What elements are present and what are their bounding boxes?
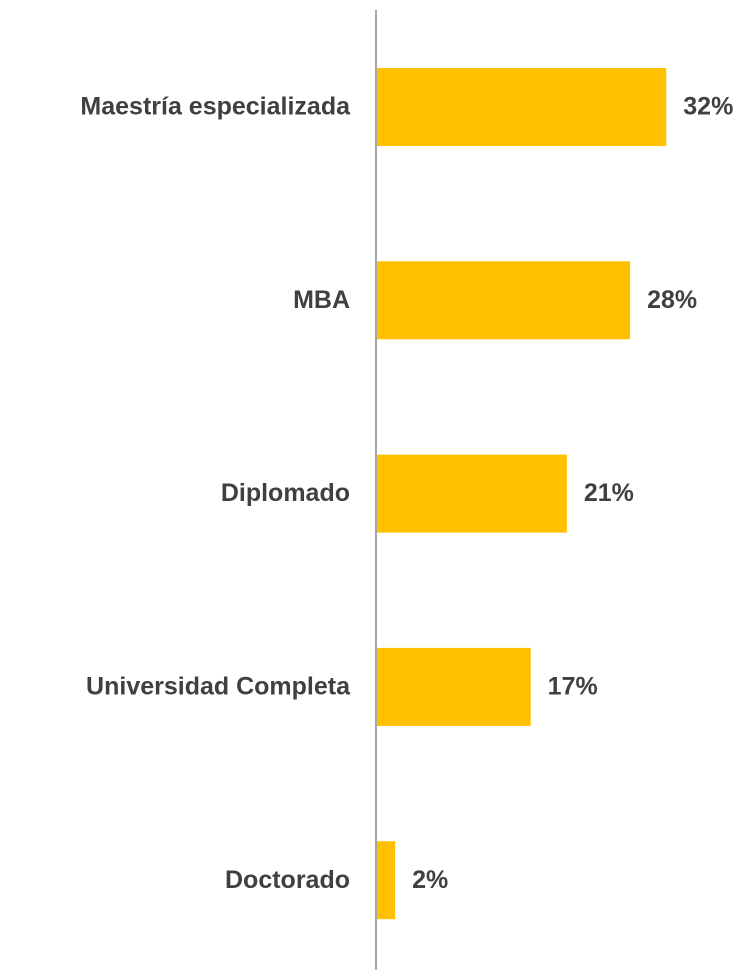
category-label: MBA <box>293 286 350 314</box>
bar <box>377 841 396 920</box>
value-label: 32% <box>683 93 733 121</box>
bar <box>377 647 531 726</box>
bar <box>377 454 567 533</box>
category-label: Universidad Completa <box>86 673 351 701</box>
value-label: 2% <box>412 866 448 894</box>
value-label: 17% <box>548 673 598 701</box>
category-label: Doctorado <box>225 866 350 894</box>
bar <box>377 68 667 146</box>
bar <box>377 261 631 340</box>
category-label: Maestría especializada <box>80 93 351 121</box>
value-label: 21% <box>584 479 634 507</box>
category-label: Diplomado <box>221 479 350 507</box>
value-label: 28% <box>647 286 697 314</box>
